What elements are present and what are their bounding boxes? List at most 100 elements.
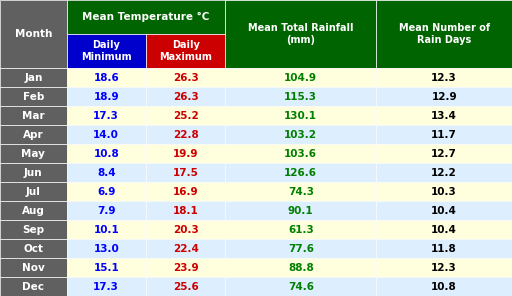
Bar <box>376 144 512 163</box>
Bar <box>67 277 146 296</box>
Bar <box>225 201 376 220</box>
Bar <box>225 163 376 182</box>
Bar <box>146 201 225 220</box>
Text: 10.4: 10.4 <box>431 205 457 215</box>
Text: 17.3: 17.3 <box>93 281 119 292</box>
Bar <box>67 125 146 144</box>
Bar <box>146 277 225 296</box>
Text: Feb: Feb <box>23 91 44 102</box>
Text: 6.9: 6.9 <box>97 186 115 197</box>
Bar <box>376 239 512 258</box>
Text: Mean Number of
Rain Days: Mean Number of Rain Days <box>399 23 489 45</box>
Text: Daily
Minimum: Daily Minimum <box>81 40 132 62</box>
Text: 26.3: 26.3 <box>173 73 199 83</box>
Bar <box>376 0 512 68</box>
Bar <box>376 125 512 144</box>
Bar <box>225 144 376 163</box>
Text: 74.6: 74.6 <box>288 281 314 292</box>
Bar <box>67 258 146 277</box>
Bar <box>225 277 376 296</box>
Bar <box>0 220 67 239</box>
Text: 26.3: 26.3 <box>173 91 199 102</box>
Bar <box>0 0 67 68</box>
Bar <box>225 182 376 201</box>
Text: 22.4: 22.4 <box>173 244 199 253</box>
Bar <box>0 258 67 277</box>
Text: 18.9: 18.9 <box>93 91 119 102</box>
Text: Mar: Mar <box>22 111 45 120</box>
Bar <box>146 34 225 68</box>
Bar <box>146 163 225 182</box>
Text: 15.1: 15.1 <box>93 263 119 273</box>
Text: May: May <box>22 149 45 159</box>
Text: 130.1: 130.1 <box>284 111 317 120</box>
Bar <box>67 220 146 239</box>
Text: 17.3: 17.3 <box>93 111 119 120</box>
Text: 18.1: 18.1 <box>173 205 199 215</box>
Bar <box>146 144 225 163</box>
Text: 12.7: 12.7 <box>431 149 457 159</box>
Bar <box>376 220 512 239</box>
Text: 10.8: 10.8 <box>431 281 457 292</box>
Text: Jan: Jan <box>24 73 42 83</box>
Text: 12.9: 12.9 <box>431 91 457 102</box>
Text: 23.9: 23.9 <box>173 263 199 273</box>
Text: 25.6: 25.6 <box>173 281 199 292</box>
Bar <box>67 201 146 220</box>
Bar <box>67 163 146 182</box>
Bar <box>0 277 67 296</box>
Bar <box>376 163 512 182</box>
Bar <box>146 182 225 201</box>
Text: 12.2: 12.2 <box>431 168 457 178</box>
Bar <box>225 258 376 277</box>
Text: 115.3: 115.3 <box>284 91 317 102</box>
Bar <box>225 0 376 68</box>
Text: Apr: Apr <box>23 130 44 139</box>
Bar <box>146 125 225 144</box>
Bar <box>225 87 376 106</box>
Text: 11.8: 11.8 <box>431 244 457 253</box>
Bar <box>0 182 67 201</box>
Text: 25.2: 25.2 <box>173 111 199 120</box>
Bar <box>376 201 512 220</box>
Bar <box>225 68 376 87</box>
Text: 12.3: 12.3 <box>431 263 457 273</box>
Text: 13.4: 13.4 <box>431 111 457 120</box>
Bar <box>225 106 376 125</box>
Bar <box>146 239 225 258</box>
Text: 90.1: 90.1 <box>288 205 314 215</box>
Text: 10.4: 10.4 <box>431 225 457 234</box>
Bar <box>67 87 146 106</box>
Bar <box>67 144 146 163</box>
Text: Jul: Jul <box>26 186 41 197</box>
Text: 14.0: 14.0 <box>93 130 119 139</box>
Text: Daily
Maximum: Daily Maximum <box>159 40 212 62</box>
Bar <box>376 87 512 106</box>
Text: Nov: Nov <box>22 263 45 273</box>
Bar <box>0 144 67 163</box>
Text: 10.1: 10.1 <box>93 225 119 234</box>
Text: 17.5: 17.5 <box>173 168 199 178</box>
Text: 11.7: 11.7 <box>431 130 457 139</box>
Bar <box>225 239 376 258</box>
Text: Dec: Dec <box>23 281 44 292</box>
Bar <box>376 0 512 34</box>
Bar <box>225 0 376 34</box>
Bar <box>376 68 512 87</box>
Bar <box>376 182 512 201</box>
Bar <box>146 106 225 125</box>
Text: 103.2: 103.2 <box>284 130 317 139</box>
Bar <box>0 239 67 258</box>
Text: 10.3: 10.3 <box>431 186 457 197</box>
Bar <box>67 106 146 125</box>
Bar <box>376 106 512 125</box>
Bar <box>0 125 67 144</box>
Text: 22.8: 22.8 <box>173 130 199 139</box>
Text: Oct: Oct <box>23 244 44 253</box>
Text: 20.3: 20.3 <box>173 225 199 234</box>
Bar <box>146 87 225 106</box>
Text: 103.6: 103.6 <box>284 149 317 159</box>
Text: 7.9: 7.9 <box>97 205 116 215</box>
Text: Jun: Jun <box>24 168 42 178</box>
Bar <box>67 0 225 34</box>
